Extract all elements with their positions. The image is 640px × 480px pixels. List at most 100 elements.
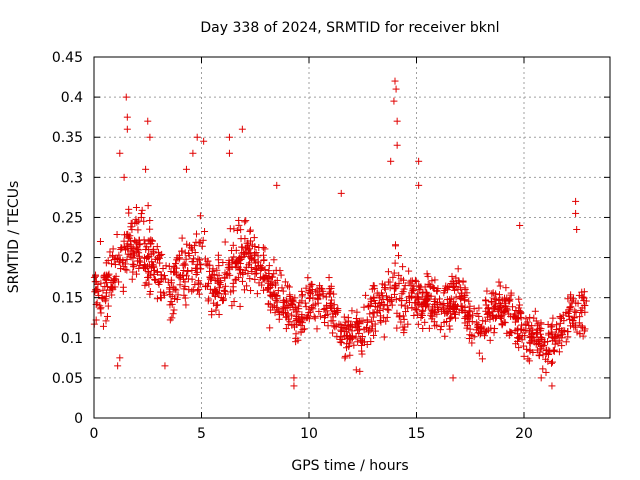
data-point bbox=[135, 236, 143, 244]
data-point bbox=[280, 309, 288, 317]
data-point bbox=[307, 304, 315, 312]
data-point bbox=[194, 287, 202, 295]
data-point bbox=[310, 313, 318, 321]
data-point bbox=[136, 258, 144, 266]
data-point bbox=[346, 323, 354, 331]
data-point bbox=[269, 273, 277, 281]
data-point bbox=[113, 231, 121, 239]
data-point bbox=[260, 275, 268, 283]
data-point bbox=[396, 312, 404, 320]
data-point bbox=[125, 234, 133, 242]
data-point bbox=[454, 265, 462, 273]
data-point bbox=[557, 327, 565, 335]
data-point bbox=[231, 276, 239, 284]
data-point bbox=[193, 133, 201, 141]
data-point bbox=[186, 242, 194, 250]
data-point bbox=[285, 283, 293, 291]
data-point bbox=[392, 85, 400, 93]
data-point bbox=[264, 300, 272, 308]
data-point bbox=[401, 323, 409, 331]
y-tick-label: 0.4 bbox=[61, 90, 83, 106]
data-point bbox=[428, 306, 436, 314]
data-point bbox=[483, 327, 491, 335]
data-point bbox=[444, 302, 452, 310]
data-point bbox=[419, 289, 427, 297]
data-point bbox=[141, 262, 149, 270]
data-point bbox=[260, 286, 268, 294]
data-point bbox=[204, 257, 212, 265]
data-point bbox=[328, 296, 336, 304]
data-point bbox=[145, 246, 153, 254]
data-point bbox=[544, 338, 552, 346]
data-point bbox=[499, 308, 507, 316]
data-point bbox=[458, 306, 466, 314]
data-point bbox=[531, 307, 539, 315]
data-point bbox=[390, 290, 398, 298]
data-point bbox=[103, 279, 111, 287]
y-tick-label: 0.3 bbox=[61, 170, 83, 186]
data-point bbox=[331, 323, 339, 331]
data-point bbox=[529, 326, 537, 334]
data-point bbox=[215, 311, 223, 319]
data-point bbox=[452, 274, 460, 282]
data-point bbox=[525, 357, 533, 365]
data-point bbox=[153, 295, 161, 303]
data-point bbox=[565, 307, 573, 315]
data-point bbox=[208, 289, 216, 297]
data-point bbox=[330, 322, 338, 330]
data-point bbox=[146, 290, 154, 298]
data-point bbox=[495, 296, 503, 304]
data-point bbox=[146, 225, 154, 233]
data-point bbox=[195, 256, 203, 264]
data-point bbox=[261, 245, 269, 253]
data-point bbox=[206, 273, 214, 281]
data-point bbox=[465, 307, 473, 315]
data-point bbox=[423, 295, 431, 303]
data-point bbox=[170, 262, 178, 270]
data-point bbox=[536, 341, 544, 349]
data-point bbox=[219, 258, 227, 266]
data-point bbox=[464, 315, 472, 323]
data-point bbox=[410, 311, 418, 319]
data-point bbox=[100, 272, 108, 280]
data-point bbox=[451, 286, 459, 294]
data-point bbox=[173, 295, 181, 303]
data-point bbox=[553, 325, 561, 333]
data-point bbox=[219, 295, 227, 303]
data-point bbox=[528, 334, 536, 342]
data-point bbox=[364, 302, 372, 310]
data-point bbox=[93, 285, 101, 293]
data-point bbox=[144, 117, 152, 125]
data-point bbox=[316, 312, 324, 320]
data-point bbox=[128, 275, 136, 283]
data-point bbox=[495, 304, 503, 312]
data-point bbox=[384, 278, 392, 286]
data-point bbox=[132, 204, 140, 212]
data-point bbox=[229, 241, 237, 249]
data-point bbox=[564, 327, 572, 335]
data-point bbox=[532, 340, 540, 348]
data-point bbox=[315, 307, 323, 315]
data-point bbox=[146, 133, 154, 141]
data-point bbox=[443, 295, 451, 303]
data-point bbox=[120, 173, 128, 181]
data-point bbox=[576, 330, 584, 338]
data-point bbox=[230, 298, 238, 306]
data-point bbox=[301, 325, 309, 333]
data-point bbox=[333, 332, 341, 340]
data-point bbox=[484, 309, 492, 317]
data-point bbox=[371, 327, 379, 335]
data-point bbox=[370, 331, 378, 339]
data-point bbox=[225, 149, 233, 157]
data-point bbox=[466, 325, 474, 333]
data-point bbox=[395, 279, 403, 287]
data-point bbox=[146, 217, 154, 225]
data-point bbox=[393, 141, 401, 149]
data-point bbox=[311, 314, 319, 322]
data-point bbox=[129, 254, 137, 262]
data-point bbox=[475, 349, 483, 357]
data-point bbox=[431, 276, 439, 284]
data-point bbox=[554, 339, 562, 347]
data-point bbox=[261, 266, 269, 274]
data-point bbox=[195, 239, 203, 247]
